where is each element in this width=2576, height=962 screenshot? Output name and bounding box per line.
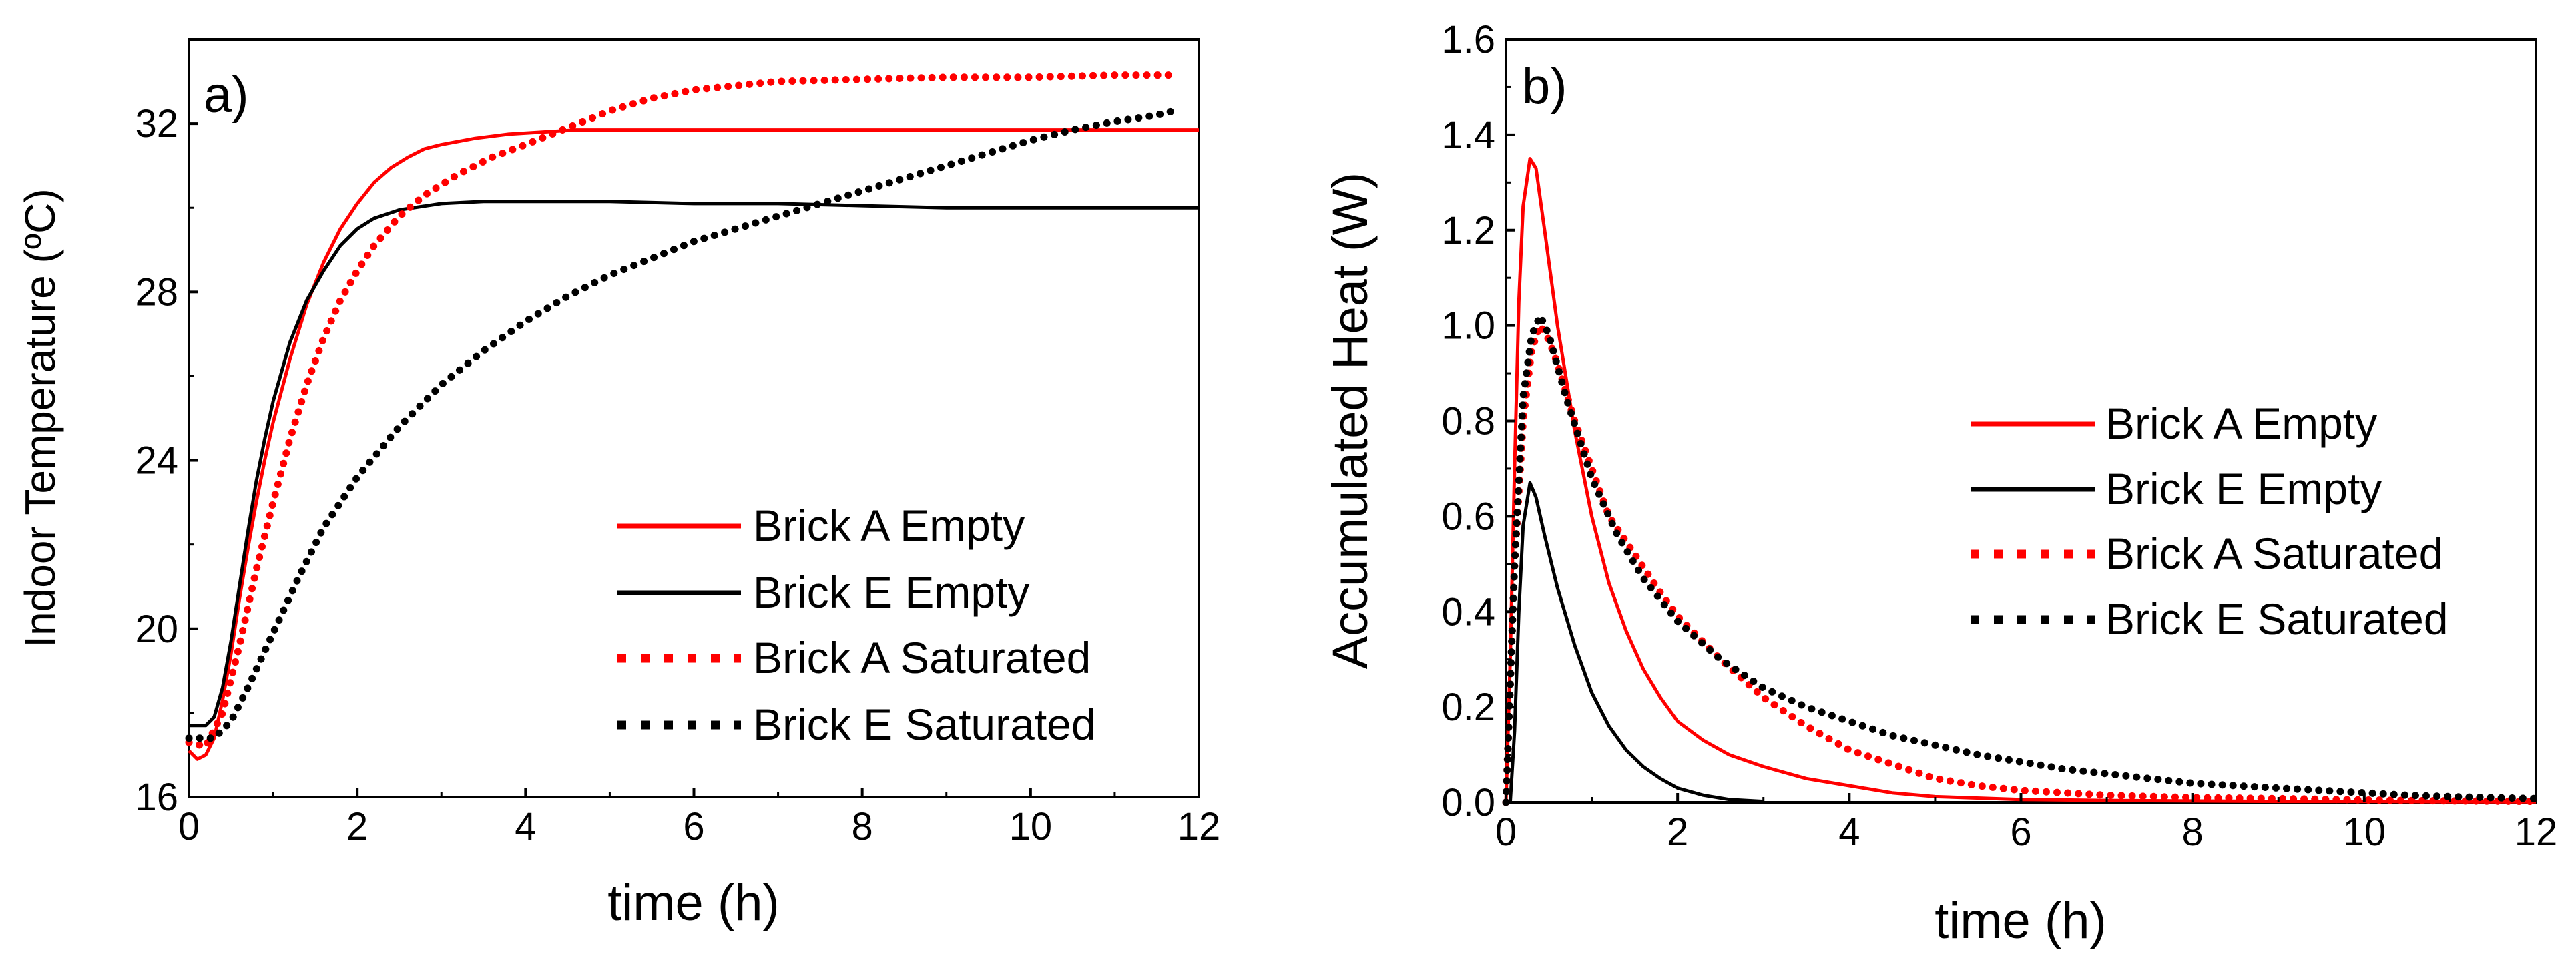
- x-tick-label: 4: [515, 805, 536, 849]
- x-tick-label: 0: [1495, 810, 1517, 854]
- legend-label-brick-e-saturated: Brick E Saturated: [2105, 594, 2449, 644]
- y-tick-label: 0.6: [1441, 495, 1495, 538]
- series-layer: [1502, 157, 2540, 806]
- y-tick-label: 28: [135, 270, 178, 314]
- x-axis-title: time (h): [1935, 893, 2107, 949]
- x-tick-label: 10: [1009, 805, 1053, 849]
- x-axis-ticks: 0 2 4 6 8 10 12: [1495, 793, 2557, 854]
- y-axis-ticks: 0.0 0.2 0.4 0.6 0.8 1.0 1.2 1.4 1.6: [1441, 18, 1515, 824]
- legend-label-brick-e-empty: Brick E Empty: [2105, 464, 2382, 513]
- x-tick-label: 10: [2343, 810, 2386, 854]
- series-line-brick-e-empty: [1508, 481, 1764, 804]
- y-tick-label: 1.6: [1441, 18, 1495, 61]
- legend-label-brick-e-saturated: Brick E Saturated: [753, 700, 1096, 749]
- legend: Brick A Empty Brick E Empty Brick A Satu…: [1971, 399, 2449, 644]
- y-tick-label: 0.8: [1441, 400, 1495, 443]
- panel-b: 0 2 4 6 8 10 12 0.0 0.2 0.4 0.6 0.8 1.0 1.2 1.4 1.6 b)…: [1322, 18, 2557, 949]
- series-line-brick-a-empty: [188, 128, 1199, 761]
- legend-label-brick-a-saturated: Brick A Saturated: [753, 633, 1091, 682]
- x-tick-label: 2: [346, 805, 368, 849]
- x-tick-label: 2: [1667, 810, 1688, 854]
- series-line-brick-a-empty: [1504, 157, 2536, 804]
- y-tick-label: 24: [135, 439, 178, 483]
- x-tick-label: 6: [2010, 810, 2031, 854]
- series-line-brick-a-saturated: [185, 71, 1178, 750]
- y-tick-label: 16: [135, 776, 178, 819]
- x-axis-title: time (h): [607, 875, 780, 931]
- series-line-brick-e-saturated: [185, 107, 1178, 742]
- legend: Brick A Empty Brick E Empty Brick A Satu…: [617, 501, 1096, 749]
- y-tick-label: 32: [135, 102, 178, 146]
- series-layer: [185, 71, 1199, 761]
- x-tick-label: 12: [1178, 805, 1221, 849]
- panel-label: a): [204, 67, 249, 124]
- legend-label-brick-a-empty: Brick A Empty: [753, 501, 1025, 550]
- series-line-brick-e-saturated: [1502, 312, 2540, 806]
- x-tick-label: 12: [2515, 810, 2558, 854]
- x-tick-label: 8: [852, 805, 873, 849]
- y-tick-label: 0.2: [1441, 686, 1495, 729]
- plot-frame: [188, 38, 1200, 798]
- y-tick-label: 0.4: [1441, 590, 1495, 634]
- x-tick-label: 6: [683, 805, 704, 849]
- legend-label-brick-e-empty: Brick E Empty: [753, 567, 1029, 617]
- y-tick-label: 1.2: [1441, 209, 1495, 252]
- plot-frame: [1505, 38, 2537, 804]
- legend-label-brick-a-saturated: Brick A Saturated: [2105, 529, 2443, 578]
- x-tick-label: 0: [178, 805, 200, 849]
- legend-label-brick-a-empty: Brick A Empty: [2105, 399, 2377, 448]
- x-axis-ticks: 0 2 4 6 8 10 12: [178, 788, 1220, 849]
- y-tick-label: 20: [135, 608, 178, 651]
- x-tick-label: 4: [1838, 810, 1860, 854]
- y-axis-ticks: 16 20 24 28 32: [135, 102, 198, 819]
- y-axis-title: Accumulated Heat (W): [1322, 172, 1378, 669]
- panel-label: b): [1522, 58, 1567, 115]
- x-tick-label: 8: [2182, 810, 2204, 854]
- y-tick-label: 1.0: [1441, 304, 1495, 348]
- y-axis-title: Indoor Temperature (ºC): [16, 188, 64, 647]
- y-tick-label: 0.0: [1441, 781, 1495, 824]
- y-tick-label: 1.4: [1441, 113, 1495, 157]
